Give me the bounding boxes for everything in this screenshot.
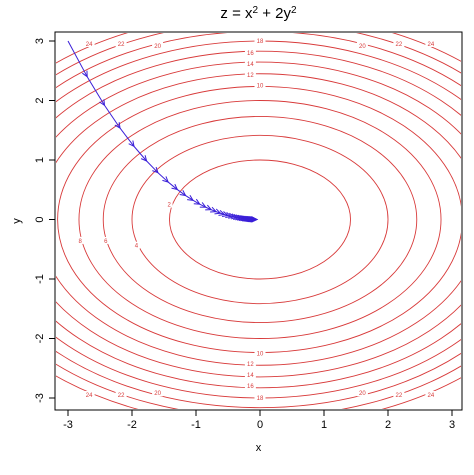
x-tick-label: -1	[191, 419, 201, 431]
x-tick-label: -2	[127, 419, 137, 431]
contour-label: 10	[257, 351, 264, 357]
descent-path	[68, 41, 257, 222]
y-tick-label: -1	[34, 274, 46, 284]
x-tick-label: 3	[449, 419, 455, 431]
contour-label: 24	[428, 393, 435, 399]
contour-label: 12	[247, 73, 254, 79]
contour-label: 20	[359, 44, 366, 50]
y-tick-label: 3	[34, 38, 46, 44]
title-text: + 2y	[258, 5, 291, 22]
contour-label: 24	[86, 42, 93, 48]
y-axis: -3 -2 -1 0 1 2 3	[34, 38, 55, 403]
x-axis-label: x	[256, 442, 262, 454]
path-segment	[104, 105, 120, 128]
contour-label: 20	[359, 391, 366, 397]
contour-label: 14	[247, 62, 254, 68]
contour-line	[103, 116, 417, 322]
y-axis-label: y	[11, 218, 23, 224]
chart-title: z = x2 + 2y2	[220, 5, 297, 23]
x-axis: -3 -2 -1 0 1 2 3	[63, 410, 455, 431]
contour-label: 22	[396, 393, 403, 399]
y-tick-label: -2	[34, 334, 46, 344]
y-tick-label: 2	[34, 97, 46, 103]
path-segment	[134, 146, 147, 161]
contour-label: 22	[396, 42, 403, 48]
x-tick-label: 2	[385, 419, 391, 431]
x-tick-label: -3	[63, 419, 73, 431]
y-tick-label: 1	[34, 157, 46, 163]
contour-label: 22	[118, 42, 125, 48]
contour-label: 24	[428, 42, 435, 48]
contour-label: 20	[154, 391, 161, 397]
contour-label: 18	[257, 396, 264, 402]
contour-line	[132, 135, 388, 303]
contour-label: 16	[247, 384, 254, 390]
y-tick-label: 0	[34, 216, 46, 222]
x-tick-label: 1	[321, 419, 327, 431]
path-segment	[87, 77, 104, 106]
title-exponent: 2	[291, 5, 297, 16]
path-arrowhead	[187, 195, 193, 200]
contour-line	[79, 101, 441, 339]
y-tick-label: -3	[34, 393, 46, 403]
contour-label: 22	[118, 393, 125, 399]
contour-label: 24	[86, 393, 93, 399]
contour-label: 14	[247, 373, 254, 379]
contour-label: 18	[257, 39, 264, 45]
contour-label: 20	[154, 44, 161, 50]
contour-label: 16	[247, 51, 254, 57]
contour-label: 10	[257, 84, 264, 90]
x-tick-label: 0	[257, 419, 263, 431]
title-text: z = x	[220, 5, 253, 22]
contour-line	[169, 160, 350, 279]
path-segment	[120, 128, 134, 146]
contour-label: 12	[247, 362, 254, 368]
